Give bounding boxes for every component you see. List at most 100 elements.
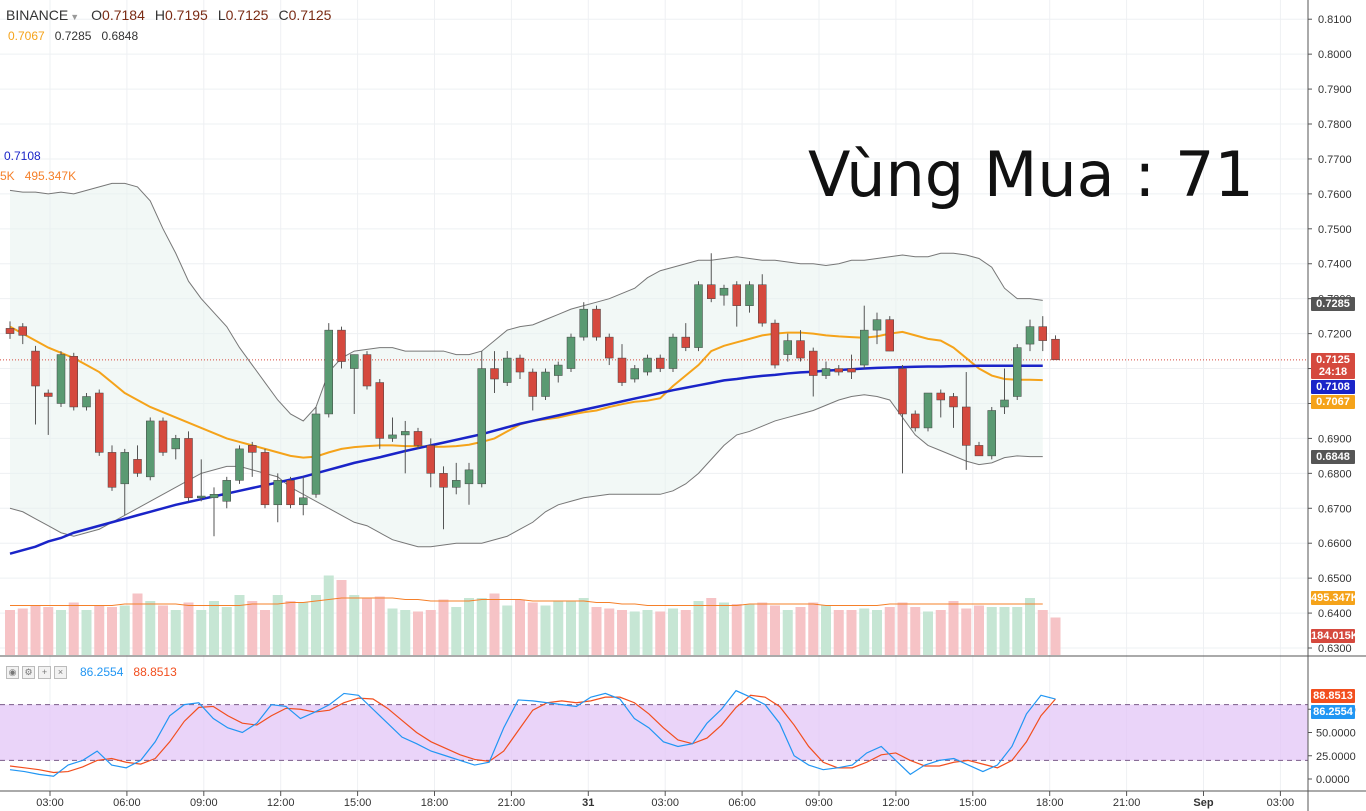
- volume-tag: 184.015K: [1311, 628, 1359, 643]
- candle-down: [362, 354, 372, 387]
- volume-bar: [604, 608, 615, 655]
- volume-bar: [527, 602, 538, 655]
- candle-down: [605, 336, 614, 359]
- candle-up: [222, 480, 231, 502]
- volume-bar: [591, 607, 602, 655]
- time-tick-label: 15:00: [344, 797, 372, 809]
- volume-bar: [298, 602, 309, 655]
- volume-bar: [183, 602, 194, 655]
- price-tag: 24:18: [1311, 365, 1355, 380]
- candle-down: [1038, 326, 1047, 341]
- settings-icon[interactable]: ⚙: [22, 666, 35, 679]
- candle-down: [18, 326, 27, 336]
- candle-down: [184, 438, 193, 499]
- candle-up: [719, 287, 729, 296]
- volume-bar: [374, 596, 385, 655]
- price-tick-label: 0.6500: [1318, 573, 1352, 585]
- volume-bar: [451, 607, 462, 655]
- candle-down: [5, 328, 15, 334]
- stoch-k-line: [9, 689, 1056, 777]
- volume-bar: [272, 595, 283, 655]
- candle-down: [260, 452, 270, 506]
- candle-up: [324, 329, 333, 415]
- candle-down: [770, 322, 780, 366]
- time-tick-label: 12:00: [267, 797, 295, 809]
- volume-bar: [693, 601, 704, 655]
- open-value: 0.7184: [102, 7, 145, 23]
- candle-up: [630, 368, 639, 380]
- moving-average-line: [9, 364, 1043, 555]
- volume-ma-line: [10, 597, 1043, 606]
- close-value: 0.7125: [288, 7, 332, 23]
- stoch-tick-label: 50.0000: [1316, 728, 1356, 740]
- volume-legend-value-2: 495.347K: [24, 169, 77, 183]
- volume-bar: [247, 601, 258, 655]
- price-tick-label: 0.7800: [1318, 119, 1352, 131]
- candle-up: [299, 497, 308, 506]
- eye-icon[interactable]: ◉: [6, 666, 19, 679]
- candle-up: [464, 469, 474, 485]
- volume-legend-value-1: 5K: [0, 169, 15, 183]
- price-tick-label: 0.7500: [1318, 224, 1352, 236]
- candle-down: [286, 480, 295, 506]
- time-tick-label: 15:00: [959, 797, 987, 809]
- volume-bar: [655, 611, 666, 655]
- volume-bar: [464, 598, 474, 655]
- volume-bar: [859, 608, 870, 655]
- candle-up: [209, 494, 219, 499]
- volume-bar: [731, 604, 742, 655]
- candle-up: [146, 420, 155, 478]
- time-tick-label: 03:00: [1267, 797, 1295, 809]
- volume-bar: [923, 611, 933, 655]
- open-key: O: [91, 7, 103, 23]
- close-icon[interactable]: ×: [54, 666, 67, 679]
- candle-down: [592, 308, 601, 338]
- symbol-dropdown-icon[interactable]: ▼: [70, 12, 80, 22]
- volume-bar: [209, 601, 219, 655]
- volume-bar: [846, 610, 857, 655]
- candle-up: [311, 413, 321, 495]
- candle-down: [656, 357, 665, 369]
- volume-bar: [782, 610, 793, 655]
- volume-bar: [884, 607, 895, 655]
- volume-bar: [145, 601, 156, 655]
- candle-down: [490, 368, 499, 380]
- volume-bar: [578, 598, 589, 655]
- candle-up: [668, 336, 678, 369]
- volume-bar: [349, 595, 360, 655]
- volume-bar: [948, 601, 959, 655]
- candle-down: [885, 319, 894, 352]
- exchange-label[interactable]: BINANCE: [6, 7, 69, 23]
- candle-up: [82, 396, 91, 408]
- time-tick-label: 21:00: [498, 797, 526, 809]
- candle-down: [617, 357, 627, 383]
- volume-bar: [935, 610, 946, 655]
- time-tick-label: 03:00: [651, 797, 679, 809]
- candle-up: [235, 448, 244, 481]
- candle-up: [579, 308, 588, 338]
- price-tag: 0.7067: [1311, 395, 1355, 410]
- add-icon[interactable]: +: [38, 666, 51, 679]
- volume-bar: [413, 611, 423, 655]
- bollinger-band-fill: [10, 183, 1043, 547]
- stoch-d-value: 88.8513: [133, 665, 177, 679]
- time-tick-label: 06:00: [728, 797, 756, 809]
- candle-down: [758, 284, 767, 324]
- time-tick-label: Sep: [1193, 797, 1213, 809]
- volume-bar: [974, 605, 984, 655]
- volume-bar: [336, 580, 347, 655]
- candle-up: [273, 480, 282, 506]
- stoch-k-value: 86.2554: [80, 665, 124, 679]
- bollinger-upper-line: [9, 182, 1043, 422]
- candle-down: [337, 329, 346, 362]
- low-value: 0.7125: [225, 7, 269, 23]
- candle-up: [987, 410, 996, 457]
- volume-bar: [757, 602, 768, 655]
- volume-bar: [680, 610, 691, 655]
- price-tick-label: 0.7400: [1318, 259, 1352, 271]
- candle-down: [949, 396, 958, 408]
- candle-up: [477, 368, 486, 485]
- time-tick-label: 12:00: [882, 797, 910, 809]
- stoch-d-line: [9, 694, 1056, 774]
